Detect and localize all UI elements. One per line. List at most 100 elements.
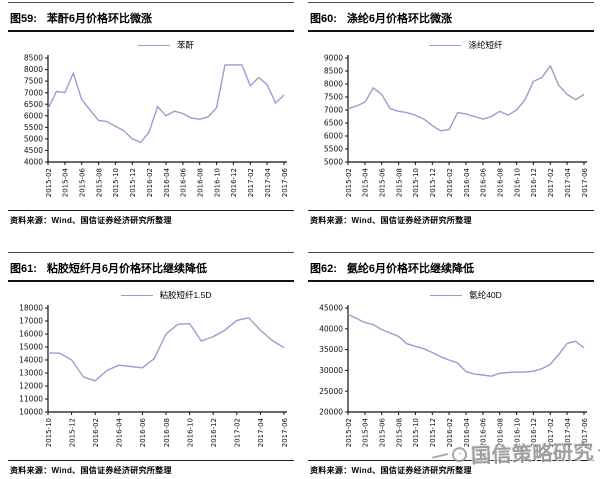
svg-text:2017-06: 2017-06 <box>281 167 289 197</box>
chart-panel-59: 图59: 苯酐6月价格环比微涨 苯酐 4000 4500 5000 5500 6000 6… <box>8 2 294 226</box>
svg-text:2017-06: 2017-06 <box>581 167 589 197</box>
svg-text:2016-12: 2016-12 <box>210 418 218 447</box>
svg-text:2015-08: 2015-08 <box>395 418 403 447</box>
svg-text:2017-04: 2017-04 <box>564 417 572 447</box>
panel-title: 涤纶6月价格环比微涨 <box>346 13 453 25</box>
panel-title: 苯酐6月价格环比微涨 <box>46 13 153 25</box>
panel-header: 图61: 粘胶短纤月6月价格环比继续降低 <box>8 252 294 282</box>
price-line-chart: 20000 25000 30000 35000 40000 45000 2015-02 201… <box>319 304 589 448</box>
svg-text:2015-04: 2015-04 <box>362 417 370 447</box>
figure-label: 图59: <box>10 13 37 25</box>
svg-text:2015-08: 2015-08 <box>395 168 403 197</box>
svg-text:2015-12: 2015-12 <box>429 168 437 197</box>
svg-text:6500: 6500 <box>24 100 43 109</box>
svg-text:16000: 16000 <box>19 330 43 339</box>
chart-panel-62: 图62: 氨纶6月价格环比继续降低 氨纶40D 20000 25000 30000 3… <box>308 252 594 476</box>
svg-text:6000: 6000 <box>24 111 43 120</box>
legend-label: 涤纶短纤 <box>468 40 503 50</box>
svg-text:2016-02: 2016-02 <box>92 418 100 447</box>
source-text: 资料来源：Wind、国信证券经济研究所整理 <box>10 216 172 225</box>
svg-text:11000: 11000 <box>19 395 43 404</box>
svg-text:2016-04: 2016-04 <box>163 167 171 197</box>
svg-text:7000: 7000 <box>24 88 43 97</box>
svg-text:2015-04: 2015-04 <box>362 167 370 197</box>
svg-text:2016-06: 2016-06 <box>180 167 188 197</box>
svg-text:10000: 10000 <box>19 408 43 417</box>
svg-text:2015-06: 2015-06 <box>79 167 87 197</box>
svg-text:2015-02: 2015-02 <box>345 418 353 447</box>
chart-panel-60: 图60: 涤纶6月价格环比微涨 涤纶短纤 5000 5500 6000 6500 700… <box>308 2 594 226</box>
svg-text:17000: 17000 <box>19 317 43 326</box>
legend: 氨纶40D <box>338 288 594 302</box>
svg-text:2016-04: 2016-04 <box>463 417 471 447</box>
svg-text:2016-10: 2016-10 <box>513 168 521 197</box>
svg-text:2016-10: 2016-10 <box>186 418 194 447</box>
svg-text:12000: 12000 <box>19 382 43 391</box>
source-row: 资料来源：Wind、国信证券经济研究所整理 <box>8 210 294 226</box>
svg-text:14000: 14000 <box>19 356 43 365</box>
svg-text:4500: 4500 <box>24 146 43 155</box>
chart-panel-61: 图61: 粘胶短纤月6月价格环比继续降低 粘胶短纤1.5D 10000 11000… <box>8 252 294 476</box>
legend: 粘胶短纤1.5D <box>38 288 294 302</box>
legend-label: 氨纶40D <box>469 290 502 300</box>
svg-text:40000: 40000 <box>319 324 343 333</box>
svg-text:2016-12: 2016-12 <box>230 168 238 197</box>
svg-text:7000: 7000 <box>324 106 343 115</box>
chart-grid: 图59: 苯酐6月价格环比微涨 苯酐 4000 4500 5000 5500 6000 6… <box>8 2 596 476</box>
source-text: 资料来源：Wind、国信证券经济研究所整理 <box>10 466 172 475</box>
svg-text:8000: 8000 <box>24 65 43 74</box>
panel-title: 氨纶6月价格环比继续降低 <box>346 263 475 275</box>
svg-text:2017-06: 2017-06 <box>281 417 289 447</box>
svg-text:5000: 5000 <box>24 135 43 144</box>
svg-text:6500: 6500 <box>324 119 343 128</box>
legend-line-sample <box>137 44 170 46</box>
price-line-chart: 4000 4500 5000 5500 6000 6500 7000 7500 8000 8500… <box>24 54 289 198</box>
svg-text:2015-10: 2015-10 <box>412 418 420 447</box>
svg-text:2015-02: 2015-02 <box>45 168 53 197</box>
svg-text:2017-02: 2017-02 <box>547 418 555 447</box>
svg-text:2016-02: 2016-02 <box>446 418 454 447</box>
svg-text:2016-02: 2016-02 <box>146 168 154 197</box>
svg-text:2015-02: 2015-02 <box>345 168 353 197</box>
svg-text:2017-04: 2017-04 <box>564 167 572 197</box>
svg-text:5500: 5500 <box>324 145 343 154</box>
svg-text:8500: 8500 <box>324 67 343 76</box>
svg-text:5000: 5000 <box>324 158 343 167</box>
svg-text:7500: 7500 <box>24 77 43 86</box>
svg-text:2017-02: 2017-02 <box>247 168 255 197</box>
svg-text:2016-08: 2016-08 <box>197 168 205 197</box>
svg-text:2015-10: 2015-10 <box>412 168 420 197</box>
svg-text:30000: 30000 <box>319 366 343 375</box>
svg-text:2016-02: 2016-02 <box>446 168 454 197</box>
source-row: 资料来源：Wind、国信证券经济研究所整理 <box>8 460 294 476</box>
svg-text:2017-06: 2017-06 <box>581 417 589 447</box>
svg-text:18000: 18000 <box>19 304 43 313</box>
legend: 苯酐 <box>38 38 294 52</box>
figure-label: 图60: <box>310 13 337 25</box>
svg-text:2016-06: 2016-06 <box>480 167 488 197</box>
legend-line-sample <box>120 294 153 296</box>
svg-text:2017-04: 2017-04 <box>257 417 265 447</box>
svg-text:5500: 5500 <box>24 123 43 132</box>
price-line-chart: 5000 5500 6000 6500 7000 7500 8000 8500 9000 2015… <box>324 54 589 198</box>
svg-text:2015-12: 2015-12 <box>129 168 137 197</box>
figure-label: 图61: <box>10 263 37 275</box>
svg-text:2015-12: 2015-12 <box>429 418 437 447</box>
source-row: 资料来源：Wind、国信证券经济研究所整理 <box>308 460 594 476</box>
svg-text:7500: 7500 <box>324 93 343 102</box>
price-line-chart: 10000 11000 12000 13000 14000 15000 16000 17000… <box>19 304 289 448</box>
legend: 涤纶短纤 <box>338 38 594 52</box>
legend-label: 粘胶短纤1.5D <box>159 290 212 300</box>
svg-text:2015-12: 2015-12 <box>68 418 76 447</box>
svg-text:15000: 15000 <box>19 343 43 352</box>
panel-title: 粘胶短纤月6月价格环比继续降低 <box>46 263 208 275</box>
svg-text:2015-06: 2015-06 <box>379 167 387 197</box>
source-row: 资料来源：Wind、国信证券经济研究所整理 <box>308 210 594 226</box>
svg-text:6000: 6000 <box>324 132 343 141</box>
svg-text:13000: 13000 <box>19 369 43 378</box>
svg-text:2016-06: 2016-06 <box>480 417 488 447</box>
svg-text:2016-10: 2016-10 <box>513 418 521 447</box>
svg-text:35000: 35000 <box>319 345 343 354</box>
panel-header: 图62: 氨纶6月价格环比继续降低 <box>308 252 594 282</box>
